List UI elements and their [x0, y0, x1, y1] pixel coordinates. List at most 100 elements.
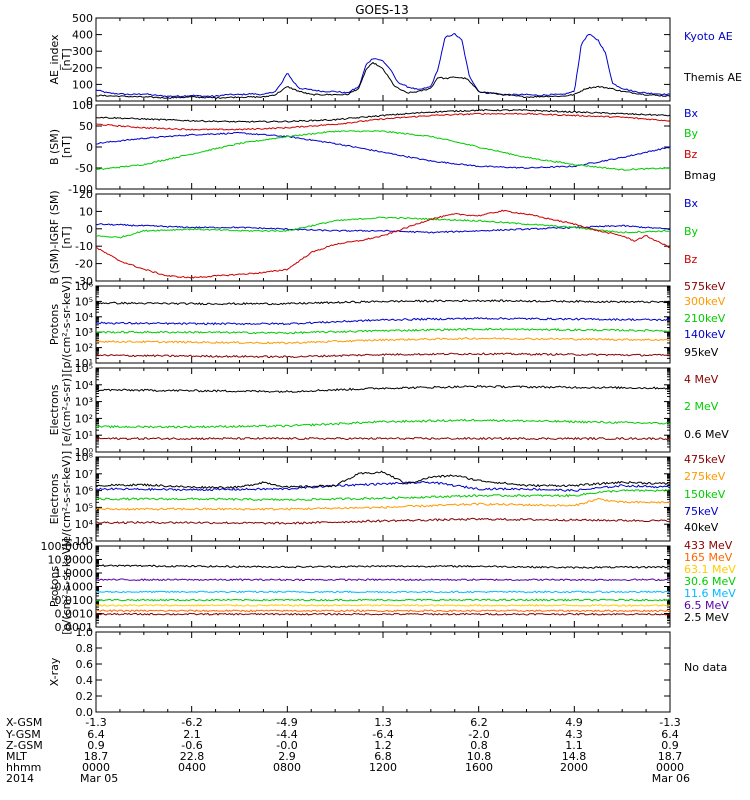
- footer-value: -2.0: [468, 728, 489, 741]
- series-line-bz: [96, 209, 670, 279]
- panel-frame: [95, 631, 671, 713]
- y-axis-label: X-ray: [48, 657, 61, 686]
- legend-entry: 63.1 MeV: [684, 563, 736, 576]
- series-line-kyoto-ae: [96, 33, 670, 98]
- y-tick-label: 50: [79, 120, 93, 133]
- y-tick-label: 100: [72, 99, 93, 112]
- legend-entry: 475keV: [684, 453, 726, 466]
- footer-value: 0.9: [87, 739, 105, 752]
- y-tick-label: 10.0000: [48, 554, 94, 567]
- y-tick-label: 10: [79, 205, 93, 218]
- panel-4: 10⁶ 10⁵ 10⁴ 10³ 10² 10¹ Protons [p/(cm²-s-sr-ke…: [48, 276, 726, 373]
- panel-6: 10⁸ 10⁷ 10⁶ 10⁵ 10⁴ 10³ Electrons [e/(cm²-s-sr-…: [48, 451, 726, 548]
- footer-value: 6.2: [470, 716, 488, 729]
- y-axis-label: Electrons: [48, 473, 61, 524]
- legend-entry: 0.6 MeV: [684, 428, 729, 441]
- legend-entry: 210keV: [684, 312, 726, 325]
- series-line-bx: [96, 131, 670, 170]
- y-tick-label: 0: [86, 141, 93, 154]
- series-line-95kev: [96, 299, 670, 306]
- legend-entry: 6.5 MeV: [684, 599, 729, 612]
- y-tick-label: 0.0: [76, 706, 94, 719]
- panel-frame: [95, 104, 671, 190]
- footer-value: 10.8: [467, 750, 492, 763]
- footer-value: 4.3: [565, 728, 583, 741]
- panel-5: 10⁵ 10⁴ 10³ 10² 10¹ 10⁰ Electrons [e/(cm²-s-sr)…: [48, 362, 729, 459]
- y-axis-label: Protons: [48, 304, 61, 345]
- panel-7: 100.000010.00001.00000.10000.01000.00100…: [41, 538, 737, 635]
- footer-value: 1.3: [374, 716, 392, 729]
- y-axis-label: AE_index: [48, 34, 61, 85]
- series-line-475kev: [96, 517, 670, 525]
- series-line-40kev: [96, 470, 670, 489]
- footer-value: 22.8: [180, 750, 205, 763]
- legend-entry: 75keV: [684, 505, 719, 518]
- footer-value: 2.1: [183, 728, 201, 741]
- panel-1: 500 400 300 200 100 0 AE_index [nT] Kyoto AE Them…: [48, 12, 742, 108]
- footer-value: 2000: [560, 761, 588, 774]
- series-line-bz: [96, 112, 670, 131]
- series-line-bmag: [96, 108, 670, 123]
- footer-value: -4.4: [276, 728, 297, 741]
- footer-row-label: Y-GSM: [5, 728, 41, 741]
- footer-value: 6.8: [374, 750, 392, 763]
- series-line-210kev: [96, 327, 670, 335]
- legend-entry: Kyoto AE: [684, 30, 733, 43]
- series-line-63-1-mev: [96, 603, 670, 607]
- footer-row-label: Z-GSM: [6, 739, 43, 752]
- y-tick-label: 10⁴: [75, 379, 94, 392]
- footer-row-label: 2014: [6, 772, 34, 785]
- figure-title: GOES-13: [355, 3, 409, 17]
- y-tick-label: 0.4: [76, 674, 94, 687]
- footer-value: -0.6: [181, 739, 202, 752]
- y-axis-unit: [e/(cm²-s-sr)]: [60, 374, 73, 447]
- y-tick-label: 0.2: [76, 690, 94, 703]
- y-tick-label: 500: [72, 12, 93, 25]
- y-axis-unit: [e/(cm²-s-sr-keV)]: [60, 451, 73, 547]
- footer-value: 0000: [656, 761, 684, 774]
- y-tick-label: 20: [79, 188, 93, 201]
- legend-entry: Bz: [684, 253, 698, 266]
- series-line-300kev: [96, 337, 670, 345]
- series-line-275kev: [96, 497, 670, 511]
- series-line-4-mev: [96, 436, 670, 441]
- series-line-165-mev: [96, 609, 670, 613]
- legend-entry: 2 MeV: [684, 400, 719, 413]
- footer-value: 14.8: [562, 750, 587, 763]
- y-axis-unit: [nT]: [60, 136, 73, 158]
- panel-8: 1.0 0.8 0.6 0.4 0.2 0.0 X-ray No data: [48, 626, 727, 719]
- series-line-by: [96, 130, 670, 171]
- y-axis-unit: [p/(cm²-s-sr-keV)]: [60, 538, 73, 635]
- y-tick-label: 0.1000: [55, 581, 94, 594]
- legend-entry: 4 MeV: [684, 373, 719, 386]
- footer-value: 0.8: [470, 739, 488, 752]
- y-tick-label: 10⁷: [75, 468, 93, 481]
- y-tick-label: 200: [72, 62, 93, 75]
- legend-entry: Themis AE: [683, 71, 742, 84]
- ephemeris-footer: X-GSM -1.3 -6.2 -4.9 1.3 6.2 4.9 -1.3 Y-GSM 6.4 2.…: [5, 716, 690, 785]
- legend-entry: 165 MeV: [684, 551, 733, 564]
- footer-value: -0.0: [276, 739, 297, 752]
- y-tick-label: 10⁴: [75, 518, 94, 531]
- legend-entry: 300keV: [684, 295, 726, 308]
- y-tick-label: 0.6: [76, 658, 94, 671]
- series-line-2-5-mev: [96, 564, 670, 570]
- y-tick-label: 10¹: [75, 429, 93, 442]
- y-tick-label: 400: [72, 29, 93, 42]
- y-tick-label: 10²: [75, 342, 93, 355]
- series-line-30-6-mev: [96, 598, 670, 602]
- y-tick-label: -30: [75, 275, 93, 288]
- series-line-575kev: [96, 352, 670, 359]
- legend-entry: Bx: [684, 197, 699, 210]
- series-line-by: [96, 216, 670, 239]
- legend-entry: 433 MeV: [684, 539, 733, 552]
- y-tick-label: 10⁴: [75, 311, 94, 324]
- footer-row-label: MLT: [6, 750, 27, 763]
- footer-value: 0000: [82, 761, 110, 774]
- y-tick-label: 10³: [75, 535, 93, 548]
- y-tick-label: 10⁶: [75, 485, 94, 498]
- footer-row-label: hhmm: [6, 761, 41, 774]
- y-tick-label: -10: [75, 240, 93, 253]
- y-axis-label: B (SM): [48, 129, 61, 165]
